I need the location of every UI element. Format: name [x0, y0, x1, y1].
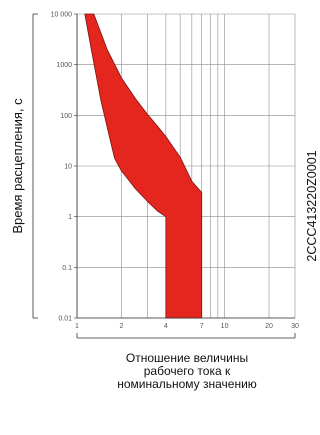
x-axis-title-line-1: Отношение величины: [126, 351, 248, 365]
x-tick-label: 4: [164, 323, 168, 330]
y-axis-title: Время расцепления, с: [10, 98, 25, 234]
x-axis-title-line-2: рабочего тока к: [144, 364, 231, 378]
x-tick-label: 20: [265, 323, 273, 330]
x-axis-title-line-3: номинальному значению: [117, 377, 257, 391]
y-axis-bracket: [32, 13, 38, 319]
document-code-label: 2CCC413220Z0001: [305, 150, 319, 261]
y-tick-label: 100: [60, 113, 72, 120]
x-tick-label: 1: [75, 323, 79, 330]
y-tick-labels: 0.01 0.1 1 10 100 1000 10 000: [51, 12, 77, 323]
x-tick-label: 30: [291, 323, 299, 330]
x-tick-labels: 1 2 4 7 10 20 30: [75, 323, 299, 330]
y-tick-label: 1: [68, 214, 72, 221]
y-tick-label: 10: [64, 164, 72, 171]
y-tick-label: 0.1: [62, 265, 72, 272]
y-tick-label: 0.01: [58, 316, 72, 323]
x-axis-bracket: [76, 333, 296, 339]
x-tick-label: 10: [221, 323, 229, 330]
y-tick-label: 1000: [56, 62, 72, 69]
x-tick-label: 2: [119, 323, 123, 330]
x-tick-label: 7: [200, 323, 204, 330]
y-tick-label: 10 000: [51, 12, 73, 19]
